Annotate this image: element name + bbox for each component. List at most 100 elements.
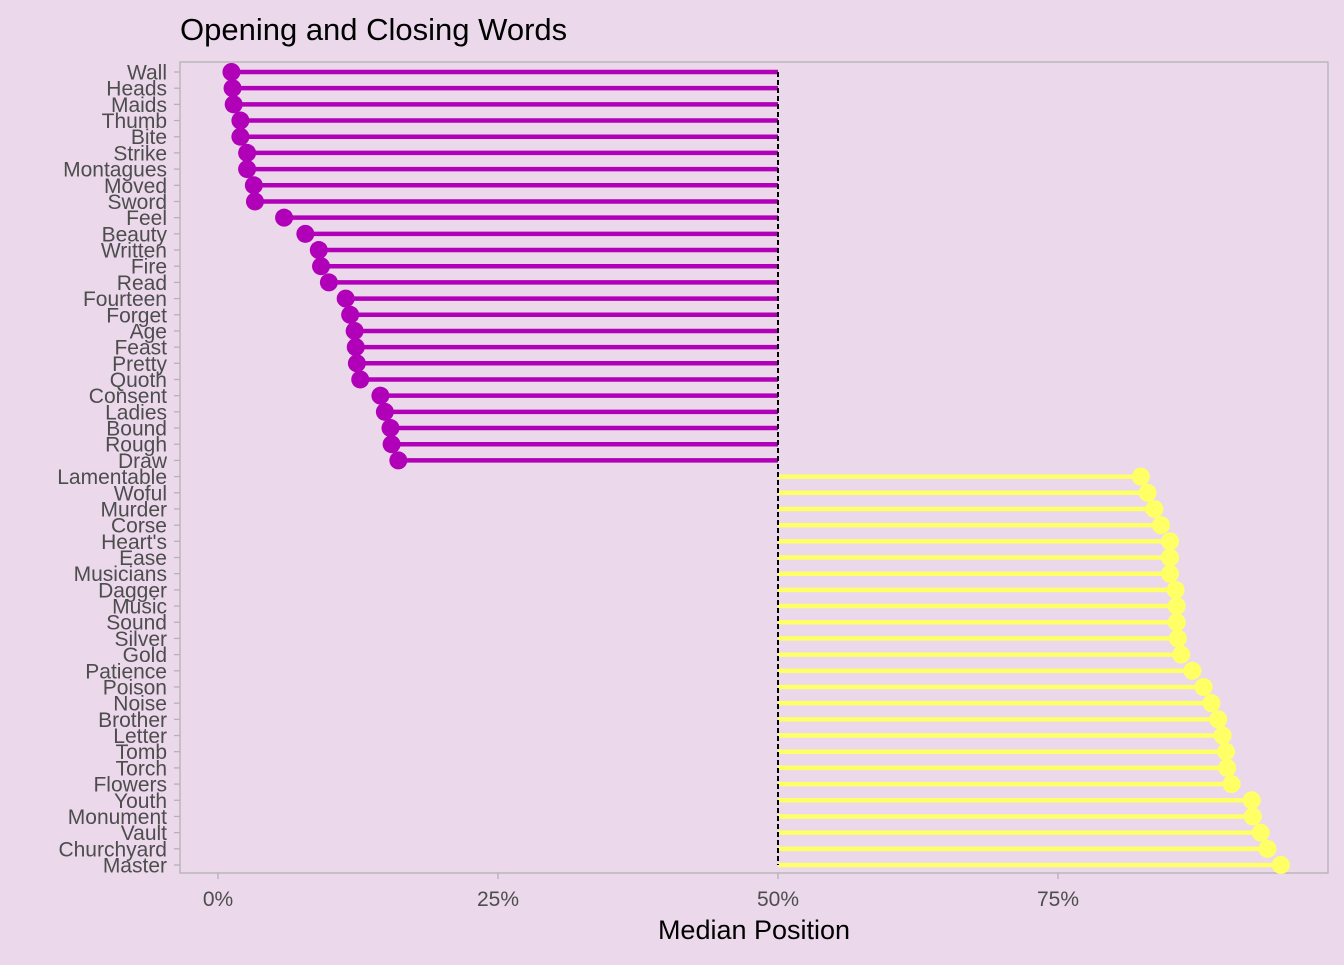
y-tick-label: Rough [105,434,167,457]
lollipop-point [296,224,315,243]
x-tick-label: 50% [757,888,799,911]
y-tick-label: Consent [89,385,167,408]
y-tick-label: Sound [106,612,167,635]
lollipop-point [245,192,264,211]
y-tick-label: Youth [114,790,167,813]
lollipop-point [231,111,250,130]
y-tick-label: Vault [121,822,167,845]
y-tick-label: Poison [103,676,167,699]
y-tick-label: Heads [106,78,167,101]
y-tick-label: Feel [126,207,167,230]
lollipop-point [1251,823,1270,842]
y-tick-label: Musicians [74,563,167,586]
lollipop-point [309,241,328,260]
y-tick-label: Strike [113,142,167,165]
chart-title: Opening and Closing Words [180,12,567,47]
y-tick-label: Bite [131,126,167,149]
lollipop-point [347,354,366,373]
lollipop-point [1222,775,1241,794]
lollipop-point [1145,499,1164,518]
y-tick-label: Noise [113,693,167,716]
y-tick-label: Patience [85,660,167,683]
y-tick-label: Monument [68,806,167,829]
y-tick-label: Wall [127,62,167,85]
y-tick-label: Gold [123,644,167,667]
lollipop-point [244,176,263,195]
y-tick-label: Ease [119,547,167,570]
lollipop-point [1166,580,1185,599]
lollipop-point [238,160,257,179]
lollipop-point [375,402,394,421]
lollipop-point [1161,564,1179,583]
y-tick-label: Thumb [102,110,167,133]
y-tick-label: Letter [113,725,167,748]
y-tick-label: Heart's [101,531,167,554]
lollipop-point [389,451,408,470]
y-tick-label: Maids [111,94,167,117]
y-tick-label: Forget [106,304,167,327]
y-tick-label: Pretty [112,353,167,376]
y-tick-label: Bound [106,418,167,441]
lollipop-point [1209,710,1228,729]
lollipop-point [319,273,338,292]
y-tick-label: Age [130,320,167,343]
y-tick-label: Sword [107,191,167,214]
lollipop-point [1168,629,1187,648]
x-axis-label: Median Position [658,915,850,945]
lollipop-point [1131,467,1150,486]
y-tick-label: Quoth [110,369,167,392]
y-tick-label: Music [112,596,167,619]
lollipop-point [1183,661,1202,680]
lollipop-point [382,435,401,454]
lollipop-point [222,63,241,81]
lollipop-point [345,321,364,340]
y-tick-label: Feast [114,337,167,360]
y-tick-label: Beauty [102,223,168,246]
y-tick-label: Moved [104,175,167,198]
x-tick-label: 25% [477,888,519,911]
y-tick-label: Flowers [93,774,167,797]
lollipop-point [1161,548,1179,567]
y-tick-label: Woful [114,482,167,505]
y-tick-label: Read [117,272,167,295]
lollipop-point [312,257,331,276]
y-tick-label: Murder [100,498,167,521]
y-tick-label: Brother [98,709,167,732]
lollipop-point [1242,791,1261,810]
y-tick-label: Torch [116,757,167,780]
lollipop-point [371,386,390,405]
lollipop-point [238,143,257,162]
lollipop-point [1213,726,1232,745]
plot-panel-border [179,61,1329,874]
lollipop-point [1161,532,1179,551]
y-tick-label: Draw [118,450,168,473]
lollipop-point [1152,516,1171,535]
lollipop-point [223,79,242,98]
y-tick-label: Fourteen [83,288,167,311]
lollipop-point [381,419,400,438]
lollipop-point [1218,758,1237,777]
lollipop-point [1202,694,1221,713]
lollipop-point [224,95,243,114]
lollipop-point [1167,613,1186,632]
lollipop-point [1271,856,1290,874]
lollipop-point [1138,483,1157,502]
y-tick-label: Corse [111,515,167,538]
y-tick-label: Written [101,240,167,263]
lollipop-point [1167,597,1186,616]
lollipop-point [341,305,360,324]
y-tick-label: Montagues [63,159,167,182]
lollipop-point [1194,677,1213,696]
lollipop-point [1172,645,1191,664]
lollipop-point [346,338,365,357]
y-tick-label: Lamentable [57,466,167,489]
y-tick-label: Dagger [98,579,167,602]
y-tick-label: Fire [131,256,167,279]
lollipop-point [336,289,355,308]
lollipop-point [275,208,294,227]
y-tick-label: Master [103,855,167,878]
lollipop-point [351,370,370,389]
y-tick-label: Ladies [105,401,167,424]
